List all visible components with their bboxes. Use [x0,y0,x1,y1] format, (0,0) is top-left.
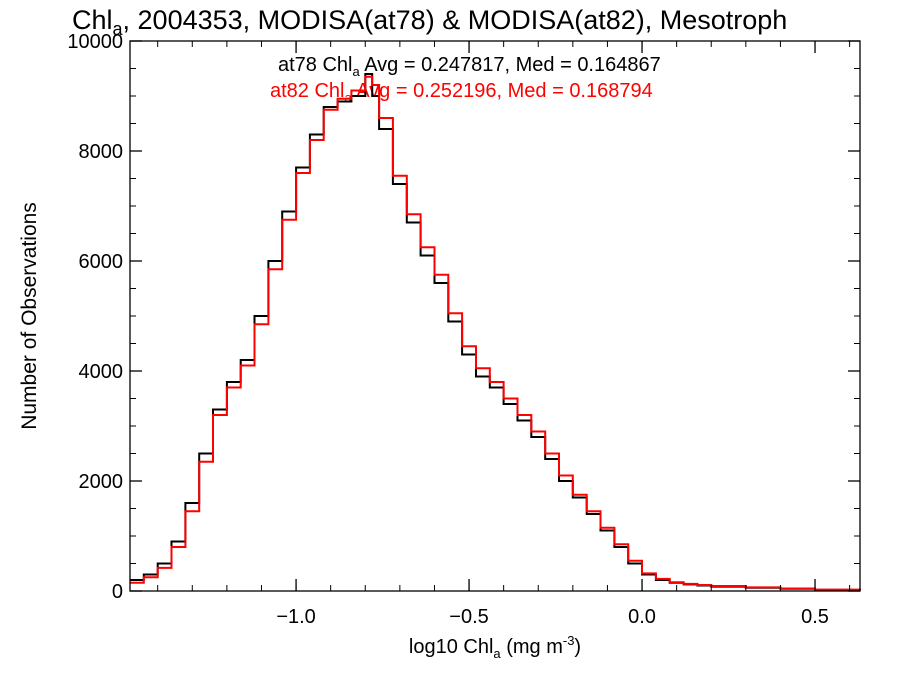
tick-layer: −1.0 −0.5 0.0 0.5 0 2000 4000 6000 8000 10000 [67,31,860,628]
y-tick-label: 10000 [67,31,123,53]
series-line-1 [130,75,861,591]
chart-title: Chla, 2004353, MODISA(at78) & MODISA(at8… [72,5,787,39]
y-tick-label: 4000 [79,361,124,383]
series-layer [130,73,861,591]
x-axis-label: log10 Chla (mg m-3) [409,633,581,661]
x-tick-label: 0.0 [628,606,656,628]
annotation-at82: at82 Chla Avg = 0.252196, Med = 0.168794 [270,80,653,105]
series-line-0 [130,73,861,591]
y-tick-label: 8000 [79,141,124,163]
annotation-at78: at78 Chla Avg = 0.247817, Med = 0.164867 [278,54,661,79]
x-tick-label: 0.5 [801,606,829,628]
y-axis-label: Number of Observations [18,202,41,430]
x-tick-label: −0.5 [449,606,488,628]
y-tick-label: 0 [112,581,123,603]
x-tick-label: −1.0 [276,606,315,628]
plot-frame [129,40,861,592]
y-tick-label: 2000 [79,471,124,493]
y-tick-label: 6000 [79,251,124,273]
